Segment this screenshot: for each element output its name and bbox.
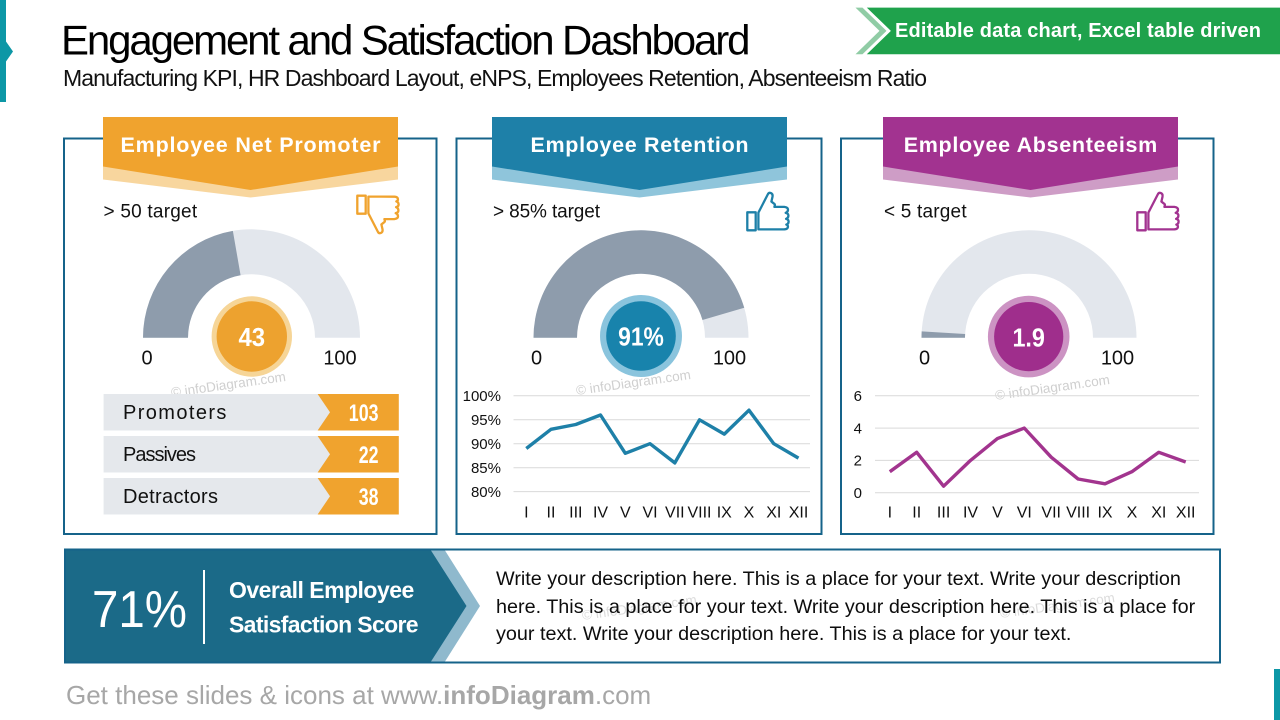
svg-text:80%: 80%: [471, 484, 501, 501]
svg-text:Employee Net Promoter: Employee Net Promoter: [121, 133, 382, 157]
svg-text:Promoters: Promoters: [123, 402, 226, 424]
svg-text:VI: VI: [1017, 505, 1032, 522]
svg-text:100: 100: [323, 348, 356, 370]
svg-text:6: 6: [854, 388, 862, 405]
svg-text:VI: VI: [642, 505, 657, 522]
svg-text:0: 0: [531, 348, 542, 370]
svg-text:22: 22: [359, 442, 379, 469]
svg-text:103: 103: [349, 400, 379, 427]
svg-text:VII: VII: [665, 505, 685, 522]
svg-text:VIII: VIII: [687, 505, 711, 522]
svg-text:91%: 91%: [618, 322, 664, 352]
svg-text:71%: 71%: [92, 580, 187, 638]
svg-text:Detractors: Detractors: [123, 486, 218, 508]
svg-text:VIII: VIII: [1066, 505, 1090, 522]
svg-text:I: I: [524, 505, 528, 522]
svg-text:III: III: [937, 505, 950, 522]
svg-text:I: I: [888, 505, 892, 522]
svg-text:100: 100: [1101, 348, 1134, 370]
svg-text:X: X: [744, 505, 755, 522]
svg-text:IV: IV: [963, 505, 978, 522]
svg-text:38: 38: [359, 484, 379, 511]
svg-text:2: 2: [854, 453, 862, 470]
svg-text:Employee Absenteeism: Employee Absenteeism: [904, 133, 1158, 157]
svg-text:IV: IV: [593, 505, 608, 522]
svg-text:© infoDiagram.com: © infoDiagram.com: [994, 372, 1111, 403]
svg-text:XII: XII: [789, 505, 809, 522]
svg-text:IX: IX: [1097, 505, 1112, 522]
svg-text:Editable data chart, Excel tab: Editable data chart, Excel table driven: [895, 20, 1261, 42]
svg-text:4: 4: [854, 420, 862, 437]
svg-text:Satisfaction Score: Satisfaction Score: [229, 611, 419, 637]
svg-text:100%: 100%: [463, 388, 501, 405]
svg-text:Engagement and Satisfaction Da: Engagement and Satisfaction Dashboard: [61, 17, 751, 64]
svg-text:0: 0: [854, 485, 862, 502]
svg-text:Manufacturing KPI, HR Dashboar: Manufacturing KPI, HR Dashboard Layout, …: [63, 65, 927, 91]
svg-text:Passives: Passives: [123, 444, 196, 466]
svg-text:> 85% target: > 85% target: [493, 202, 601, 223]
svg-text:43: 43: [239, 322, 266, 352]
svg-text:II: II: [547, 505, 556, 522]
svg-text:0: 0: [919, 348, 930, 370]
svg-text:IX: IX: [717, 505, 732, 522]
svg-text:XI: XI: [1151, 505, 1166, 522]
svg-text:95%: 95%: [471, 412, 501, 429]
svg-text:II: II: [912, 505, 921, 522]
svg-text:1.9: 1.9: [1012, 322, 1045, 352]
svg-text:85%: 85%: [471, 460, 501, 477]
svg-text:XII: XII: [1176, 505, 1196, 522]
svg-text:90%: 90%: [471, 436, 501, 453]
svg-text:< 5 target: < 5 target: [884, 202, 967, 223]
svg-text:V: V: [992, 505, 1003, 522]
svg-text:Overall Employee: Overall Employee: [229, 577, 414, 603]
svg-text:V: V: [620, 505, 631, 522]
svg-text:> 50 target: > 50 target: [104, 202, 198, 223]
svg-text:VII: VII: [1041, 505, 1061, 522]
svg-text:XI: XI: [766, 505, 781, 522]
svg-text:III: III: [569, 505, 582, 522]
svg-text:100: 100: [713, 348, 746, 370]
svg-text:Employee Retention: Employee Retention: [531, 133, 749, 157]
svg-text:X: X: [1127, 505, 1138, 522]
svg-text:0: 0: [141, 348, 152, 370]
